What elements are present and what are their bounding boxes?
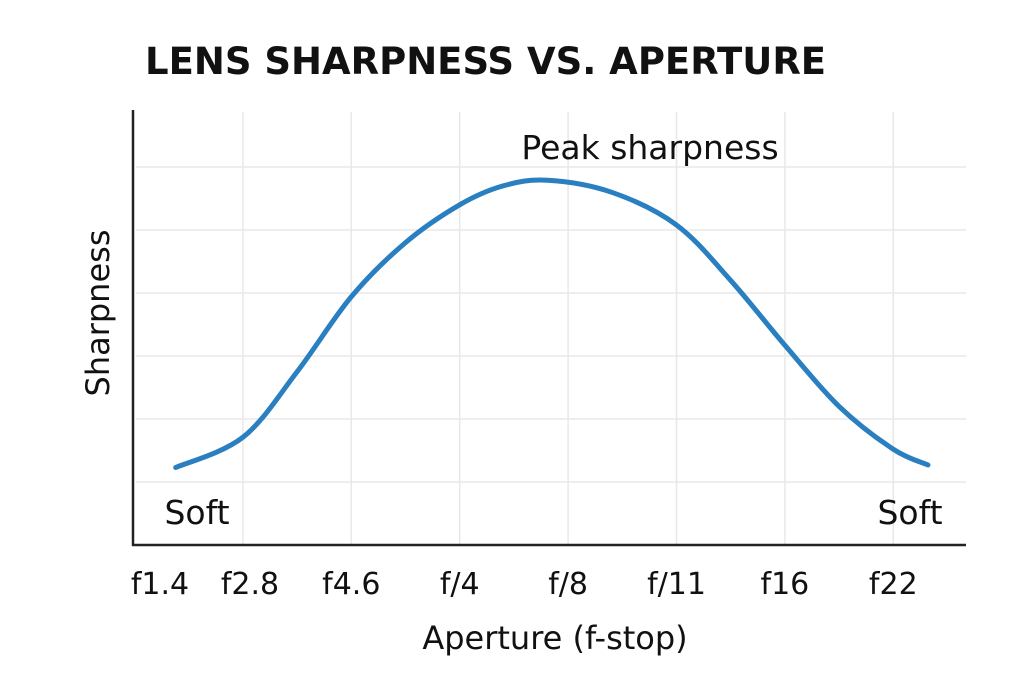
annotation-peak: Peak sharpness [521, 128, 778, 167]
sharpness-curve [173, 177, 931, 471]
x-tick-label: f2.8 [221, 567, 279, 602]
x-tick-label: f1.4 [131, 567, 189, 602]
x-tick-label: f4.6 [322, 567, 380, 602]
x-tick-label: f22 [869, 567, 918, 602]
x-tick-label: f16 [761, 567, 810, 602]
x-tick-label: f/8 [548, 567, 588, 602]
annotation-soft-left: Soft [164, 493, 229, 532]
x-axis-label: Aperture (f-stop) [422, 619, 687, 657]
x-tick-labels: f1.4 f2.8 f4.6 f/4 f/8 f/11 f16 f22 [131, 567, 918, 602]
x-tick-label: f/4 [440, 567, 480, 602]
annotation-soft-right: Soft [877, 493, 942, 532]
x-tick-label: f/11 [647, 567, 706, 602]
chart-title: LENS SHARPNESS VS. APERTURE [145, 40, 826, 83]
y-axis-label: Sharpness [79, 230, 117, 397]
grid [136, 112, 966, 544]
